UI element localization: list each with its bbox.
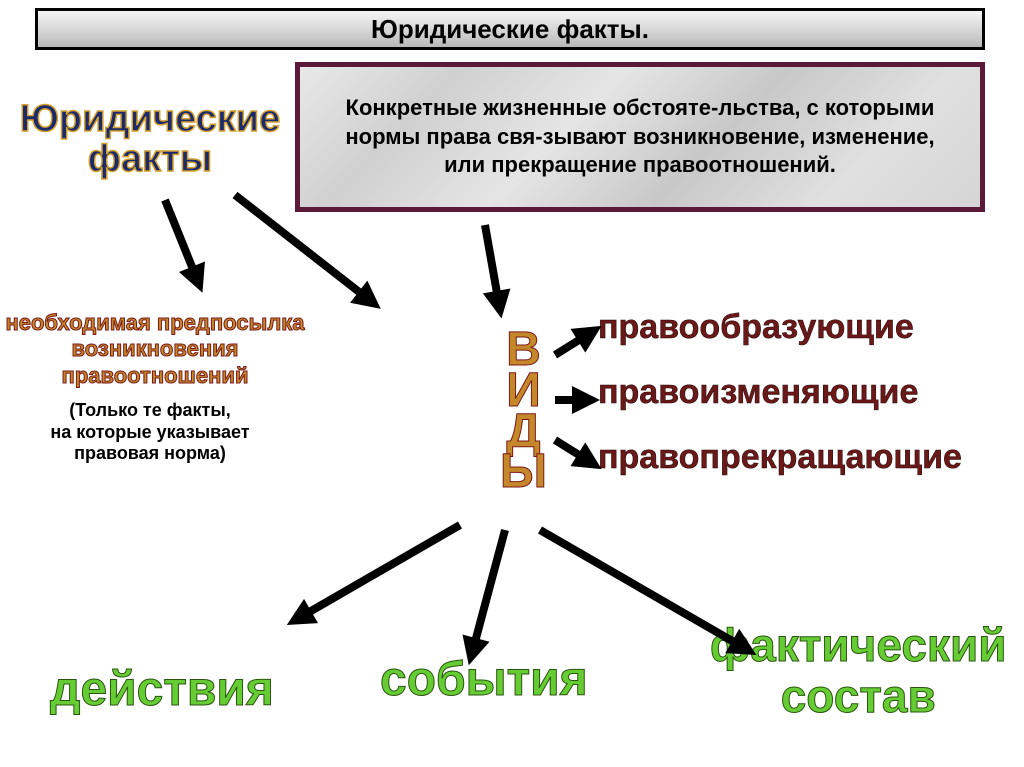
vidy-label: В И Д Ы — [500, 330, 545, 493]
root-label: Юридические факты — [15, 100, 285, 180]
root-line2: факты — [88, 138, 212, 180]
effect-type-1: правообразующие — [598, 310, 914, 346]
root-line1: Юридические — [20, 98, 281, 140]
prerequisite-note: (Только те факты, на которые указывает п… — [40, 400, 260, 465]
prerequisite-label: необходимая предпосылка возникновения пр… — [5, 310, 305, 389]
vidy-y: Ы — [500, 452, 545, 493]
definition-text: Конкретные жизненные обстояте-льства, с … — [330, 94, 950, 180]
title-text: Юридические факты. — [371, 14, 649, 45]
prereq-line3: правоотношений — [62, 363, 249, 388]
effect-type-2: правоизменяющие — [598, 375, 918, 411]
prereq-line1: необходимая предпосылка — [5, 310, 304, 335]
prereq-line2: возникновения — [72, 336, 239, 361]
title-bar: Юридические факты. — [35, 8, 985, 50]
nature-type-1: действия — [50, 665, 274, 715]
effect-type-3: правопрекращающие — [598, 440, 962, 476]
nature-type-3: фактический состав — [710, 620, 1007, 721]
definition-box: Конкретные жизненные обстояте-льства, с … — [295, 62, 985, 212]
